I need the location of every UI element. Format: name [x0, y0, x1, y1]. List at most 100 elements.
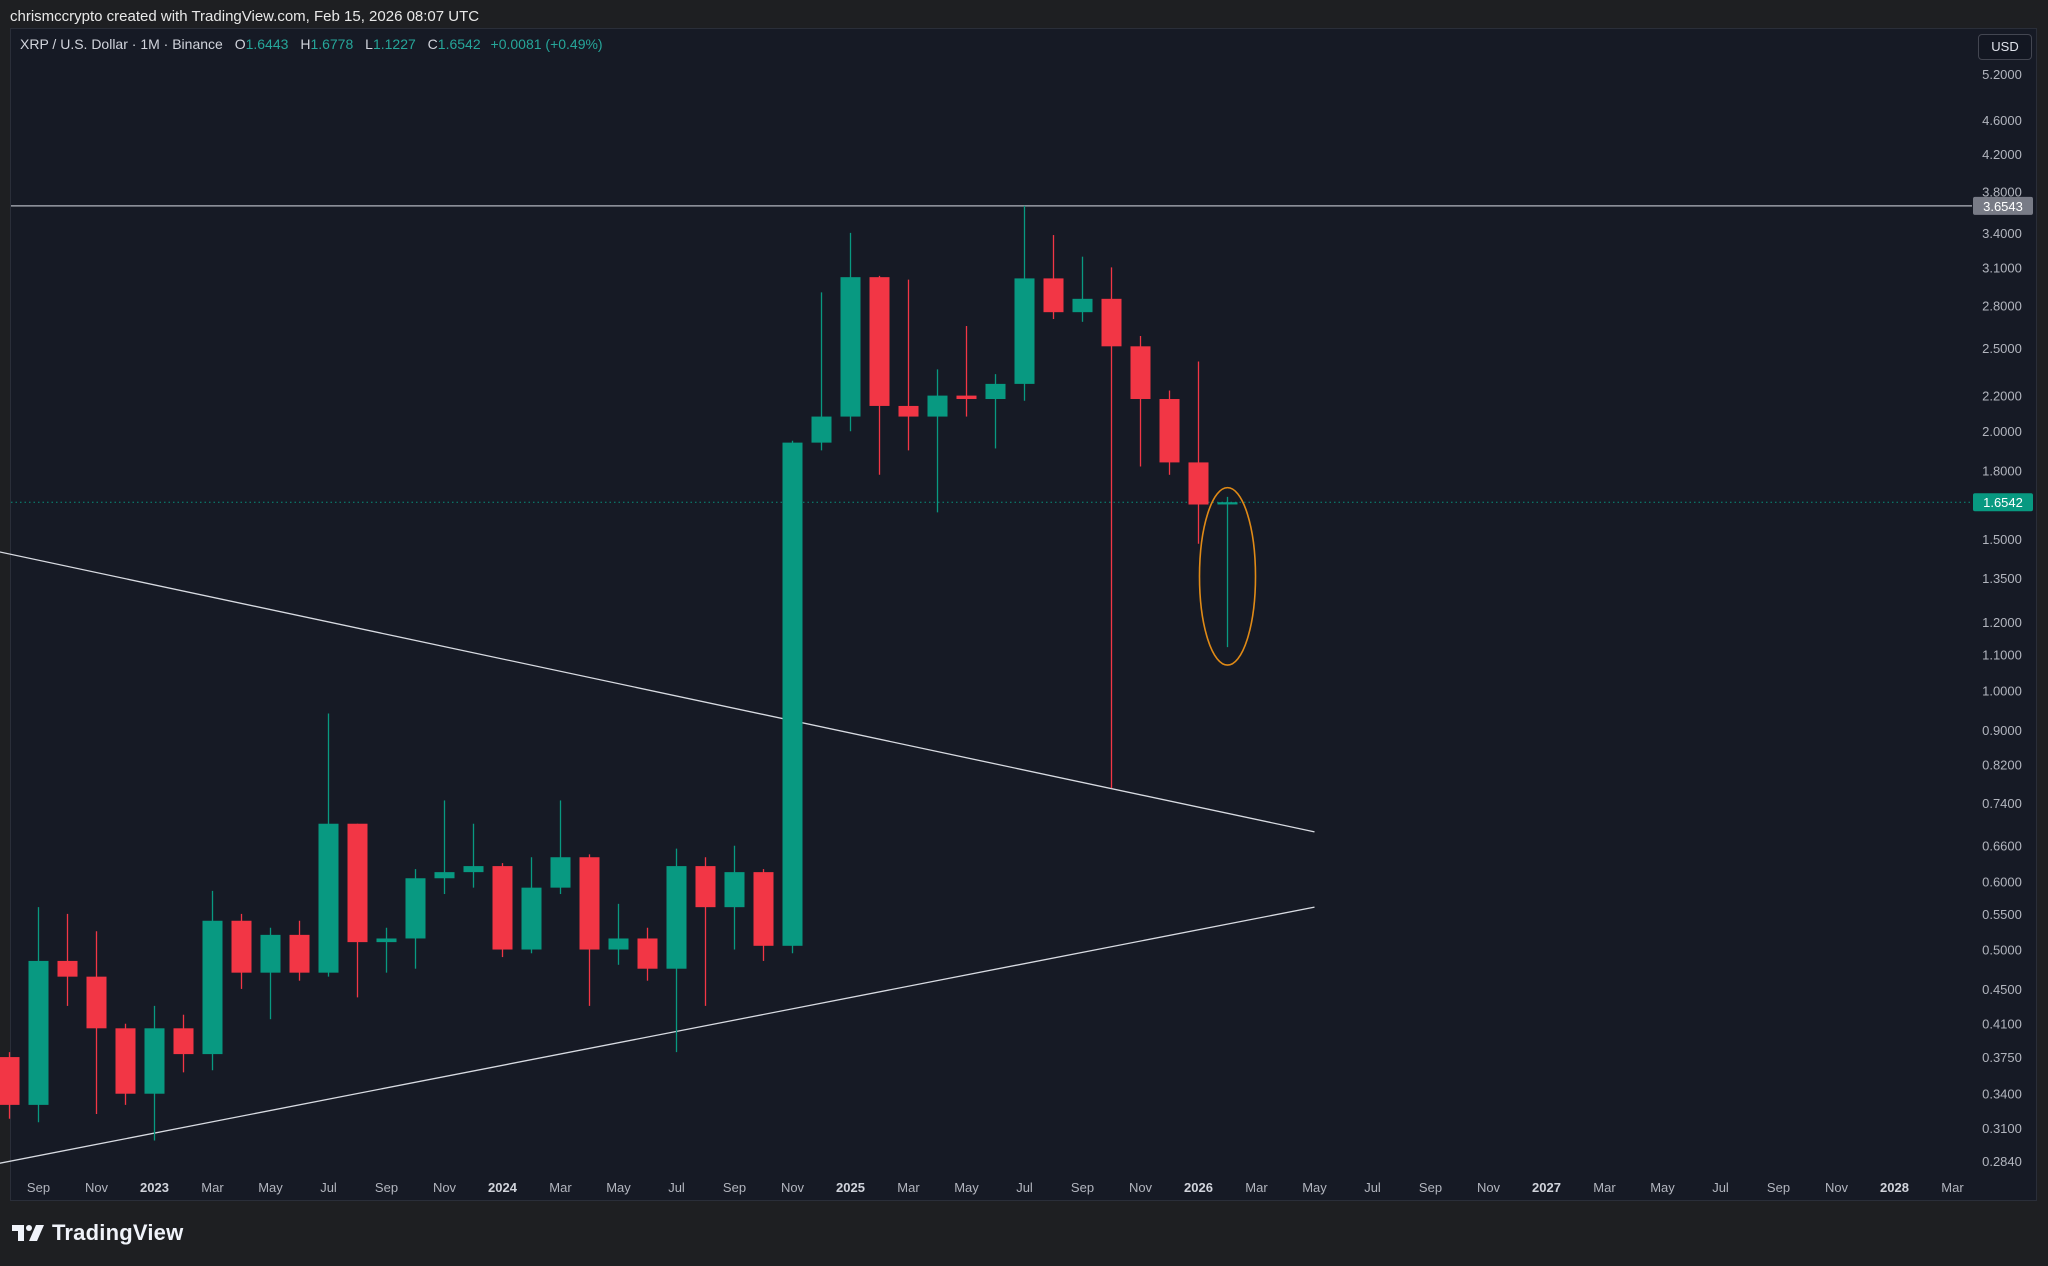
- candle-body: [57, 960, 78, 977]
- candle-body: [782, 442, 803, 946]
- candle-body: [811, 416, 832, 443]
- candle-2023-04: [231, 913, 252, 989]
- x-tick-label: 2027: [1532, 1180, 1561, 1195]
- last-price-badge-label: 1.6542: [1983, 495, 2023, 510]
- y-tick-label: 0.3100: [1982, 1121, 2022, 1136]
- candle-body: [637, 938, 658, 969]
- y-tick-label: 2.0000: [1982, 424, 2022, 439]
- candle-body: [347, 823, 368, 943]
- x-tick-label: 2023: [140, 1180, 169, 1195]
- high-label: H: [300, 36, 311, 52]
- y-tick-label: 0.8200: [1982, 758, 2022, 773]
- open-value: 1.6443: [245, 36, 289, 52]
- x-tick-label: Nov: [1477, 1180, 1501, 1195]
- chart-pane[interactable]: [10, 28, 2037, 1201]
- candle-body: [724, 872, 745, 908]
- y-tick-label: 3.4000: [1982, 226, 2022, 241]
- candle-body: [927, 395, 948, 417]
- close-label: C: [427, 36, 438, 52]
- x-tick-label: Mar: [1245, 1180, 1268, 1195]
- last-price-badge: 1.6542: [1973, 493, 2033, 512]
- candle-body: [1043, 278, 1064, 313]
- candle-2023-08: [347, 823, 368, 998]
- x-tick-label: May: [606, 1180, 631, 1195]
- low-value: 1.1227: [372, 36, 416, 52]
- footer-branding[interactable]: TradingView: [12, 1218, 183, 1248]
- candle-2023-12: [463, 823, 484, 888]
- y-tick-label: 0.5000: [1982, 943, 2022, 958]
- x-tick-label: Sep: [723, 1180, 746, 1195]
- x-tick-label: 2026: [1184, 1180, 1213, 1195]
- candle-2025-06: [985, 374, 1006, 449]
- candle-2022-12: [115, 1023, 136, 1105]
- y-tick-label: 0.3400: [1982, 1087, 2022, 1102]
- candle-2023-05: [260, 927, 281, 1020]
- y-tick-label: 0.3750: [1982, 1050, 2022, 1065]
- candle-2023-10: [405, 869, 426, 969]
- candle-2024-06: [637, 927, 658, 981]
- candle-body: [666, 866, 687, 969]
- open-label: O: [234, 36, 246, 52]
- tradingview-logo-icon: [12, 1225, 44, 1241]
- x-tick-label: Sep: [375, 1180, 398, 1195]
- candle-2025-01: [840, 232, 861, 432]
- y-tick-label: 2.8000: [1982, 298, 2022, 313]
- candle-body: [144, 1028, 165, 1094]
- change-value: +0.0081 (+0.49%): [490, 36, 603, 52]
- candle-2023-01: [144, 1005, 165, 1141]
- y-tick-label: 0.6000: [1982, 874, 2022, 889]
- x-tick-label: Nov: [1129, 1180, 1153, 1195]
- candle-2023-02: [173, 1014, 194, 1073]
- candle-body: [753, 872, 774, 946]
- x-tick-label: May: [258, 1180, 283, 1195]
- candle-body: [898, 405, 919, 417]
- x-tick-label: Mar: [549, 1180, 572, 1195]
- resistance-price-badge: 3.6543: [1973, 196, 2033, 215]
- symbol-title[interactable]: XRP / U.S. Dollar · 1M · Binance: [20, 36, 223, 52]
- candle-body: [28, 960, 49, 1105]
- symbol-legend[interactable]: XRP / U.S. Dollar · 1M · Binance O1.6443…: [20, 36, 603, 52]
- candle-layer: [0, 205, 1238, 1141]
- candle-body: [289, 934, 310, 973]
- x-tick-label: May: [1302, 1180, 1327, 1195]
- candle-2023-06: [289, 920, 310, 981]
- candle-2024-02: [521, 857, 542, 954]
- y-tick-label: 1.2000: [1982, 615, 2022, 630]
- candle-2024-11: [782, 440, 803, 954]
- candle-2024-07: [666, 848, 687, 1053]
- currency-button[interactable]: USD: [1978, 34, 2032, 60]
- x-tick-label: Jul: [1364, 1180, 1381, 1195]
- x-tick-label: Sep: [1767, 1180, 1790, 1195]
- x-tick-label: Nov: [1825, 1180, 1849, 1195]
- line-layer: [0, 205, 1972, 1164]
- y-tick-label: 0.9000: [1982, 723, 2022, 738]
- candle-2025-10: [1101, 267, 1122, 789]
- candle-2025-08: [1043, 235, 1064, 320]
- candle-body: [434, 872, 455, 879]
- candle-2022-10: [57, 913, 78, 1006]
- candle-2023-07: [318, 713, 339, 977]
- candle-2025-05: [956, 326, 977, 417]
- candle-body: [521, 887, 542, 950]
- last-price-badge-bg: [1973, 493, 2033, 512]
- candle-body: [1101, 298, 1122, 347]
- candle-body: [579, 857, 600, 950]
- candle-2025-03: [898, 279, 919, 451]
- candle-2024-04: [579, 854, 600, 1006]
- candle-body: [869, 277, 890, 406]
- candle-body: [985, 383, 1006, 400]
- candle-2024-10: [753, 869, 774, 961]
- y-tick-label: 0.4500: [1982, 982, 2022, 997]
- annotation-ellipse: [1198, 486, 1257, 666]
- candle-body: [376, 938, 397, 943]
- x-tick-label: Jul: [1016, 1180, 1033, 1195]
- candle-2022-08: [0, 1052, 20, 1119]
- candle-body: [695, 866, 716, 908]
- candle-2024-12: [811, 292, 832, 451]
- candle-2023-11: [434, 800, 455, 895]
- candle-body: [0, 1057, 20, 1105]
- trendline-upper: [0, 551, 1315, 833]
- x-tick-label: May: [954, 1180, 979, 1195]
- y-tick-label: 0.5500: [1982, 907, 2022, 922]
